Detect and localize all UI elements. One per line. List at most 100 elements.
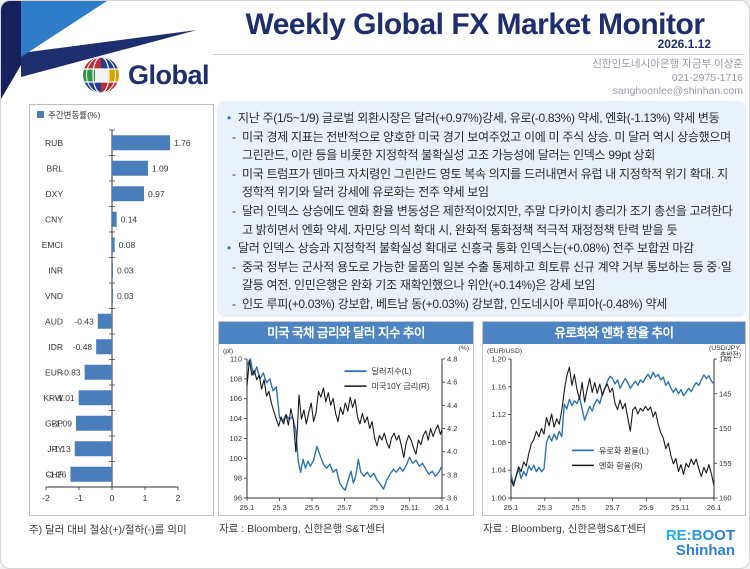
svg-text:GBP: GBP [45,418,63,428]
svg-text:-1.01: -1.01 [55,393,75,403]
svg-text:CHF: CHF [46,469,63,479]
source-fx-chart: 자료 : Bloomberg, 신한은행S&T센터 [483,523,647,535]
svg-text:4.4: 4.4 [447,401,457,410]
header-divider [213,54,745,55]
svg-text:1.09: 1.09 [152,163,169,173]
page-title: Weekly Global FX Market Monitor [245,8,705,41]
svg-text:-0.83: -0.83 [61,367,81,377]
commentary-line: - 미국 트럼프가 덴마크 자치령인 그린란드 영토 복속 의지를 드러내면서 유… [227,165,736,202]
svg-text:2: 2 [176,493,181,503]
svg-text:달러지수(L): 달러지수(L) [372,366,412,376]
svg-text:4.8: 4.8 [447,355,457,364]
svg-text:25.11: 25.11 [400,503,418,512]
series-left [246,358,443,491]
svg-text:-0.48: -0.48 [73,342,93,352]
commentary-line: • 지난 주(1/5~1/9) 글로벌 외환시장은 달러(+0.97%)강세, 유… [227,109,736,128]
line-chart-svg: 1.201.161.121.081.041.001401451501551602… [487,345,741,512]
svg-text:엔화 환율(R): 엔화 환율(R) [599,460,643,470]
svg-text:1.08: 1.08 [491,438,506,447]
svg-text:0: 0 [110,493,115,503]
svg-text:주간변동률(%): 주간변동률(%) [48,110,100,120]
svg-text:96: 96 [234,494,242,503]
svg-text:25.11: 25.11 [671,503,689,512]
svg-text:25.3: 25.3 [538,503,553,512]
svg-text:RUB: RUB [45,138,63,148]
svg-text:0.03: 0.03 [117,265,134,275]
svg-text:IDR: IDR [48,342,63,352]
svg-text:155: 155 [719,459,732,468]
bar-chart-svg: 주간변동률(%) -2 -1 0 1 2 RUB 1.76 BRL 1.09 DXY 0.97 CNY 0… [29,104,214,516]
commentary-line: - 중국 정부는 군사적 용도로 가능한 물품의 일본 수출 통제하고 희토류 신… [227,258,736,295]
commentary-text: 달러 인덱스 상승과 지정학적 불확실성 확대로 신흥국 통화 인덱스는(+0.… [238,241,694,256]
source-us-chart: 자료 : Bloomberg, 신한은행 S&T센터 [219,523,385,535]
series-right [510,366,715,487]
svg-text:25.7: 25.7 [605,503,620,512]
issue-date: 2026.1.12 [657,37,711,51]
commentary-text: 인도 루피(+0.03%) 강보합, 베트남 동(+0.03%) 강보합, 인도… [242,296,667,311]
svg-text:(%): (%) [458,345,469,352]
bullet-dash: - [232,259,236,274]
svg-text:1.12: 1.12 [491,410,506,419]
brand-name: Global [128,59,210,90]
line-chart-svg: 110 108 106 104 102 100 98 96 4.8 4.6 4.4 4.2 4.0 3.8… [223,345,469,512]
globe-flags-icon [83,57,119,93]
bullet-dash: - [232,296,236,311]
svg-text:150: 150 [719,424,732,433]
svg-text:INR: INR [48,265,63,275]
reboot-logo-line1: RE:BOOT [665,527,735,544]
svg-text:106: 106 [229,394,242,403]
commentary-text: 중국 정부는 군사적 용도로 가능한 물품의 일본 수출 통제하고 희토류 신규… [242,259,732,293]
svg-text:KRW: KRW [43,393,63,403]
svg-text:1.04: 1.04 [491,466,506,475]
svg-text:CNY: CNY [45,214,63,224]
svg-text:25.1: 25.1 [240,503,255,512]
svg-text:160: 160 [719,494,732,503]
svg-text:104: 104 [229,414,242,423]
svg-text:VND: VND [45,291,63,301]
corner-ribbon-graphic [1,1,197,99]
chart-title-eur-jpy: 유로화와 엔화 환율 추이 [483,322,745,344]
bullet-dash: - [232,129,236,144]
svg-text:25.3: 25.3 [272,503,287,512]
svg-text:4.2: 4.2 [447,424,457,433]
svg-text:0.03: 0.03 [117,291,134,301]
svg-text:25.5: 25.5 [571,503,586,512]
us-rates-dollar-chart-card: 미국 국채 금리와 달러 지수 추이 110 108 106 104 102 100 98 9… [218,321,474,516]
svg-text:JPY: JPY [47,444,63,454]
bullet-dash: - [232,166,236,181]
svg-text:-1.13: -1.13 [51,444,71,454]
svg-text:(EUR/USD): (EUR/USD) [487,348,522,355]
svg-text:-2: -2 [42,493,50,503]
commentary-line: • 달러 인덱스 상승과 지정학적 불확실성 확대로 신흥국 통화 인덱스는(+0… [227,239,736,258]
commentary-text: 미국 경제 지표는 전반적으로 양호한 미국 경기 보여주었고 이에 미 주식 … [242,129,731,163]
svg-text:102: 102 [229,434,242,443]
svg-text:(pt): (pt) [223,348,233,355]
weekly-change-bar-chart: 주간변동률(%) -2 -1 0 1 2 RUB 1.76 BRL 1.09 DXY 0.97 CNY 0… [29,104,214,516]
svg-text:3.8: 3.8 [447,470,457,479]
svg-text:1.20: 1.20 [491,355,506,364]
contact-info: 신한인도네시아은행 자금부 이상훈 021-2975-1716 sanghoon… [592,58,743,99]
svg-text:-1.09: -1.09 [53,418,73,428]
bar-chart-footnote: 주) 달러 대비 절상(+)/절하(-)를 의미 [29,524,187,536]
svg-text:-1: -1 [75,493,83,503]
svg-text:98: 98 [234,474,242,483]
commentary-line: - 달러 인덱스 상승에도 엔화 환율 변동성은 제한적이었지만, 주말 다카이치… [227,202,736,239]
svg-text:축반전): 축반전) [720,350,741,359]
reboot-shinhan-logo: RE:BOOT Shinhan [666,528,735,558]
svg-text:3.6: 3.6 [447,494,457,503]
svg-text:100: 100 [229,454,242,463]
bullet-dot: • [227,111,231,125]
svg-text:145: 145 [719,389,732,398]
svg-text:-1.26: -1.26 [47,469,67,479]
eur-jpy-chart-card: 유로화와 엔화 환율 추이 1.20 1.16 1.12 1.08 1.04 1.00 14… [482,321,746,516]
svg-text:4.0: 4.0 [447,447,457,456]
contact-email: sanghoonlee@shinhan.com [612,85,743,97]
svg-text:1.00: 1.00 [491,494,506,503]
contact-team: 신한인도네시아은행 자금부 이상훈 [592,58,743,70]
svg-text:EMCI: EMCI [42,240,63,250]
svg-text:25.1: 25.1 [504,503,519,512]
bullet-dot: • [227,241,231,256]
reboot-logo-line2: Shinhan [675,542,735,559]
svg-text:AUD: AUD [45,316,63,326]
